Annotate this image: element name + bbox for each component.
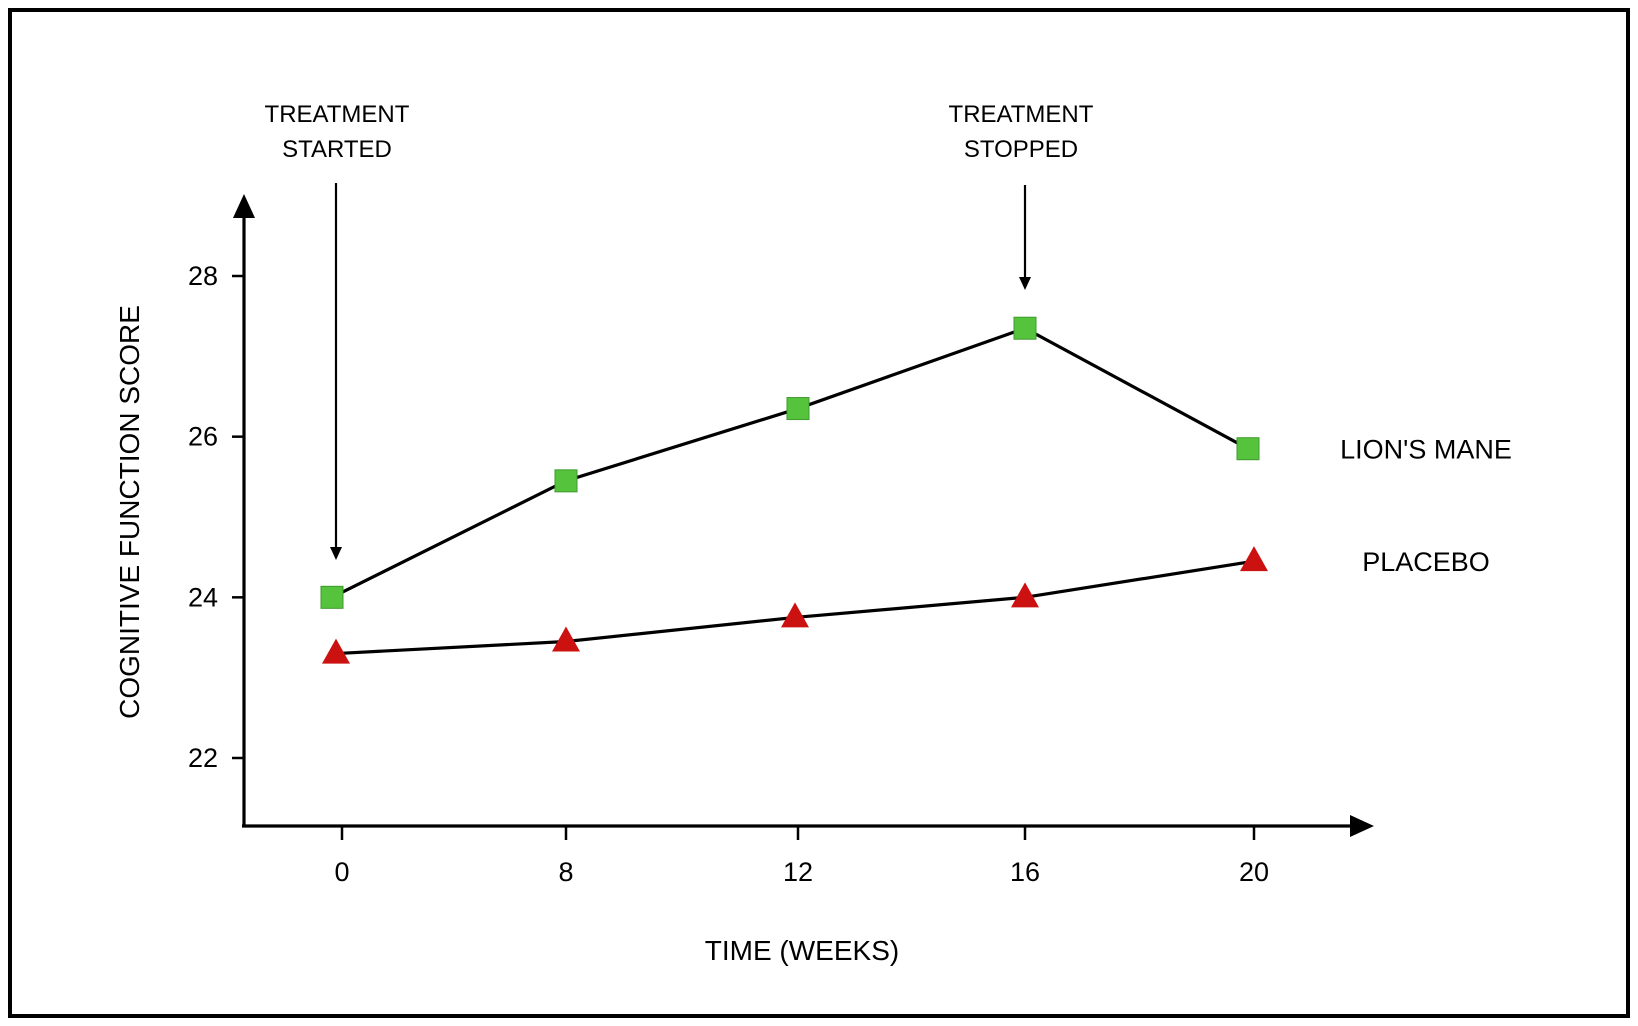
x-tick-label-20: 20 — [1239, 857, 1269, 887]
annotation-started-line-2: STARTED — [282, 136, 392, 163]
y-tick-label-28: 28 — [188, 261, 218, 291]
annotation-stopped-line-2: STOPPED — [964, 136, 1078, 163]
x-tick-label-12: 12 — [783, 857, 813, 887]
annotation-started-line-1: TREATMENT — [265, 101, 410, 128]
annotation-stopped-line-1: TREATMENT — [949, 101, 1094, 128]
y-tick-label-26: 26 — [188, 422, 218, 452]
chart-frame — [10, 10, 1628, 1016]
marker-lions-mane-week-0 — [321, 586, 343, 608]
x-tick-label-0: 0 — [334, 857, 349, 887]
marker-lions-mane-week-8 — [555, 470, 577, 492]
x-axis-title: TIME (WEEKS) — [705, 935, 899, 966]
x-tick-label-16: 16 — [1010, 857, 1040, 887]
y-tick-label-22: 22 — [188, 743, 218, 773]
chart-container: 22 24 26 28 0 8 12 16 20 TIME (WEEKS) COGNITIVE… — [0, 0, 1638, 1026]
series-label-placebo: PLACEBO — [1362, 547, 1490, 577]
series-label-lions-mane: LION'S MANE — [1340, 435, 1512, 465]
marker-lions-mane-week-20 — [1237, 438, 1259, 460]
y-axis-title: COGNITIVE FUNCTION SCORE — [114, 305, 145, 719]
marker-lions-mane-week-16 — [1014, 317, 1036, 339]
marker-lions-mane-week-12 — [787, 398, 809, 420]
y-tick-label-24: 24 — [188, 582, 218, 612]
line-chart: 22 24 26 28 0 8 12 16 20 TIME (WEEKS) COGNITIVE… — [0, 0, 1638, 1026]
x-tick-label-8: 8 — [558, 857, 573, 887]
